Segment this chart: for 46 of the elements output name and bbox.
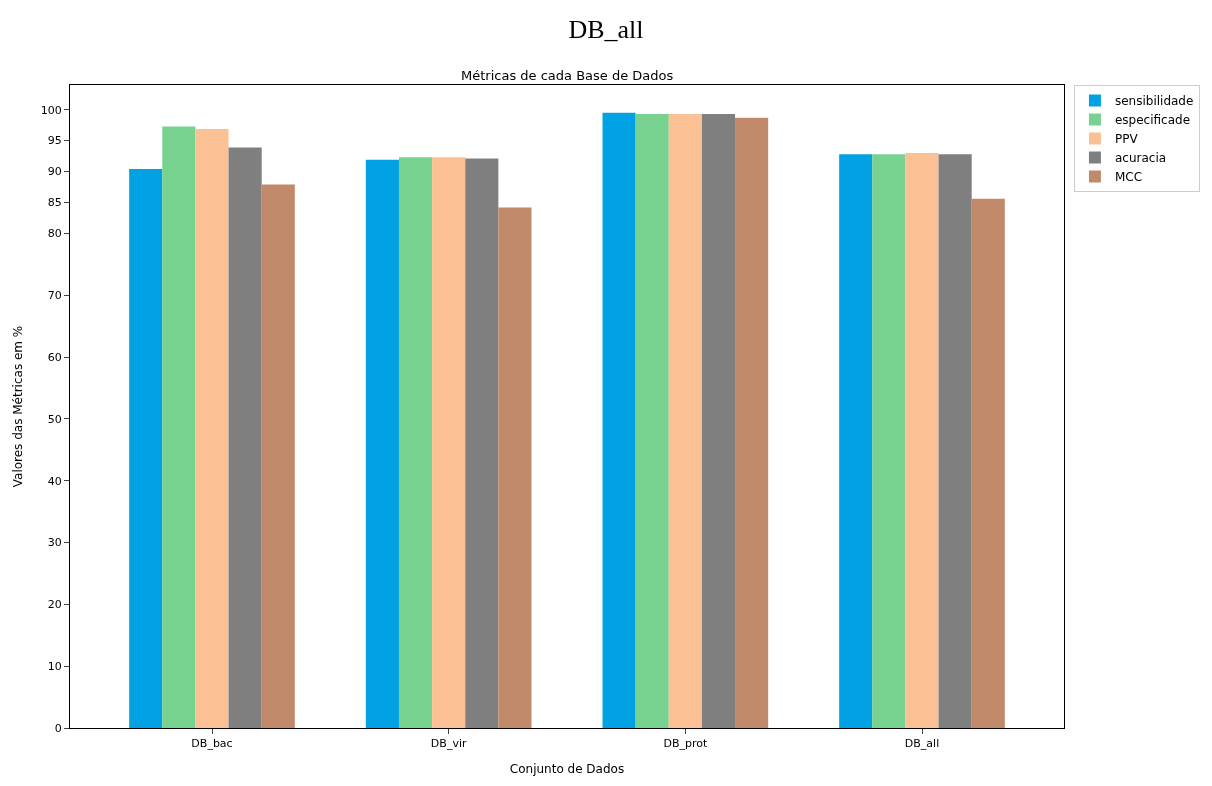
y-axis-title: Valores das Métricas em %: [11, 325, 26, 488]
y-tick-label: 0: [54, 721, 62, 735]
y-tick-label: 20: [47, 598, 62, 612]
x-tick-label: DB_vir: [430, 737, 467, 751]
bar: [465, 158, 499, 728]
bar: [839, 154, 873, 728]
bar: [938, 154, 972, 728]
bar: [195, 128, 229, 728]
y-tick-label: 50: [47, 412, 62, 426]
bar: [498, 207, 532, 728]
y-tick-label: 40: [47, 474, 62, 488]
y-tick-label: 80: [47, 227, 62, 241]
bar: [971, 198, 1005, 728]
legend-label: MCC: [1114, 170, 1143, 185]
bar: [432, 157, 466, 728]
bar: [872, 154, 906, 728]
legend-label: acuracia: [1114, 151, 1167, 166]
bar: [261, 184, 295, 728]
bar: [162, 126, 196, 728]
x-tick-label: DB_all: [904, 737, 940, 751]
bar: [129, 169, 163, 728]
legend-label: especificade: [1114, 113, 1191, 128]
bar: [735, 117, 769, 728]
bar: [398, 157, 433, 728]
bar: [905, 153, 939, 728]
legend-label: sensibilidade: [1114, 94, 1194, 109]
y-tick-label: 90: [47, 165, 62, 179]
bar: [701, 114, 736, 728]
bar: [635, 114, 669, 728]
legend-label: PPV: [1114, 132, 1139, 147]
y-tick-label: 85: [47, 196, 62, 210]
y-tick-label: 60: [47, 350, 62, 364]
y-tick-label: 30: [47, 536, 62, 550]
bar: [365, 159, 399, 728]
chart-title: DB_all: [568, 14, 644, 44]
y-tick-label: 95: [47, 134, 62, 148]
y-tick-label: 100: [40, 103, 62, 117]
bar: [602, 112, 636, 728]
x-tick-label: DB_prot: [663, 737, 708, 751]
y-tick-label: 10: [47, 660, 62, 674]
y-tick-label: 70: [47, 289, 62, 303]
x-axis-title: Conjunto de Dados: [509, 762, 625, 777]
bar: [668, 114, 702, 728]
bar: [228, 147, 262, 728]
x-tick-label: DB_bac: [191, 737, 233, 751]
chart-subtitle: Métricas de cada Base de Dados: [461, 68, 674, 83]
